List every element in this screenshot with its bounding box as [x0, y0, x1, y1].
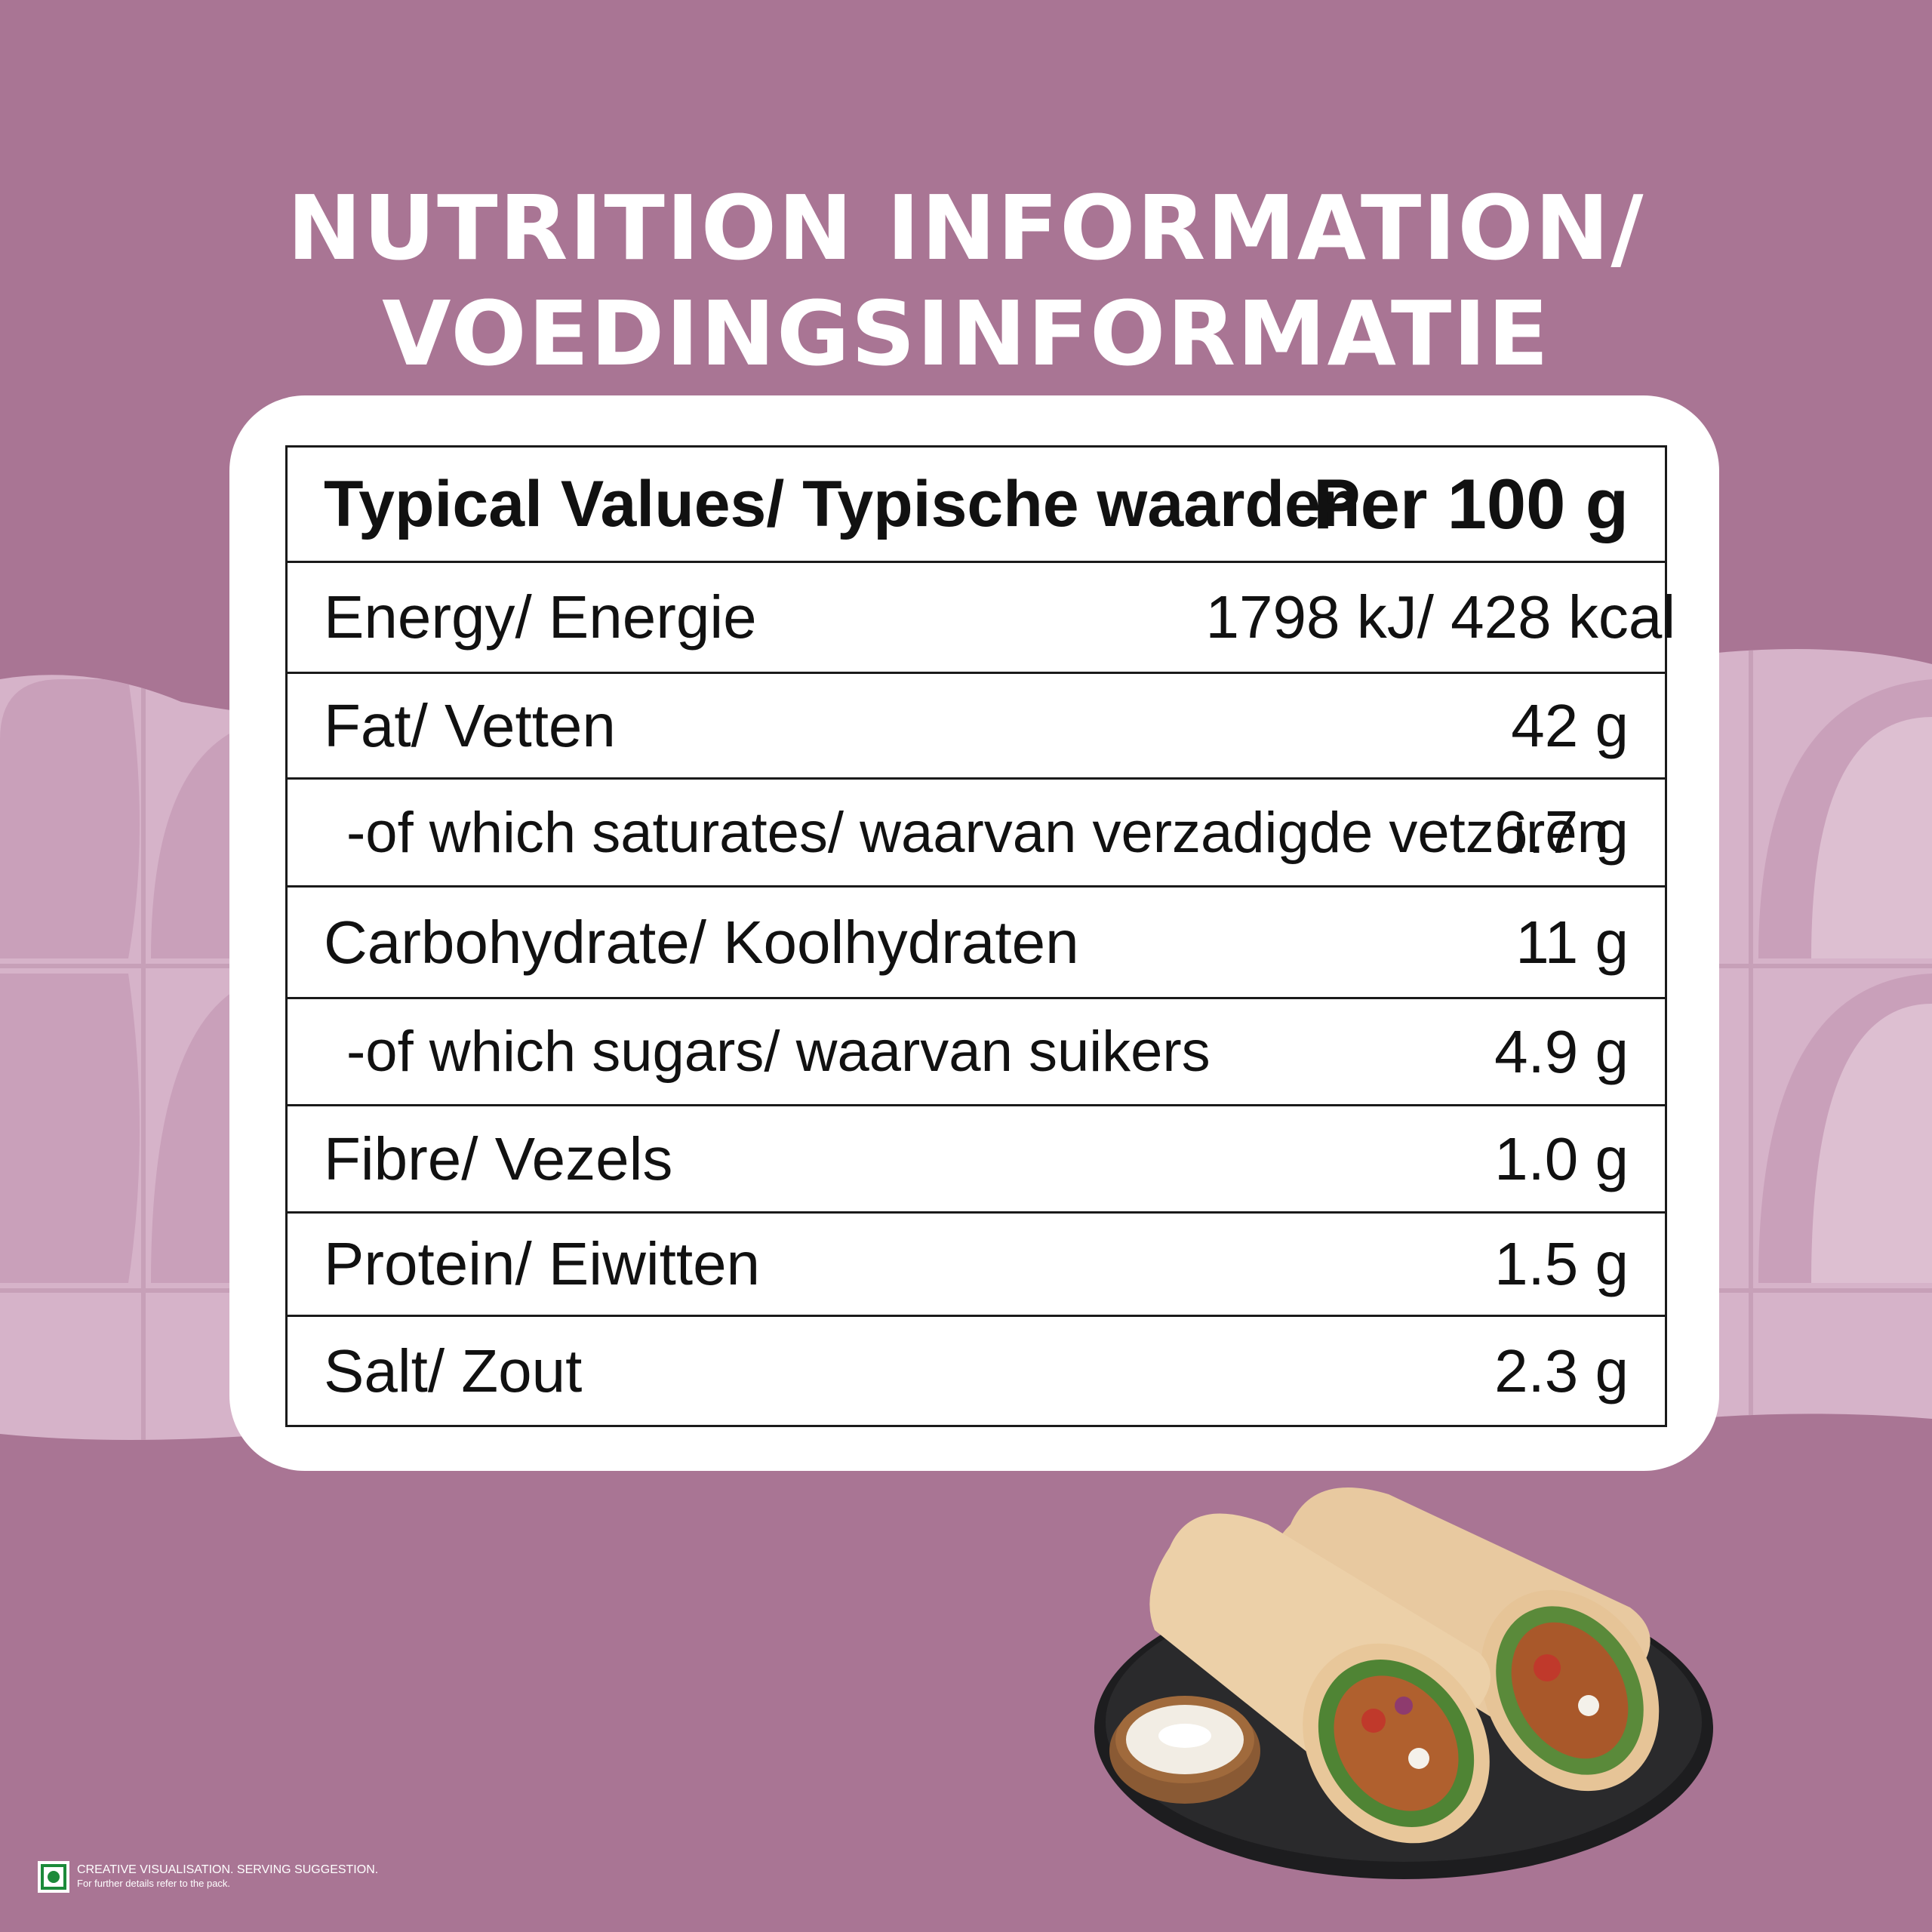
wrap-back-icon [1270, 1487, 1660, 1792]
row-label: Fibre/ Vezels [285, 1104, 1170, 1214]
footnote-line-2: For further details refer to the pack. [77, 1878, 231, 1889]
footnote: CREATIVE VISUALISATION. SERVING SUGGESTI… [38, 1861, 378, 1893]
table-row-fibre: Fibre/ Vezels 1.0 g [285, 1104, 1667, 1214]
title-line-english: NUTRITION INFORMATION/ [287, 176, 1645, 280]
table-row-salt: Salt/ Zout 2.3 g [285, 1315, 1667, 1427]
row-value: 1798 kJ/ 428 kcal [1169, 561, 1675, 674]
table-row-fat: Fat/ Vetten 42 g [285, 672, 1667, 780]
wrap-front-icon [1149, 1513, 1491, 1844]
row-label: Protein/ Eiwitten [285, 1211, 1170, 1317]
table-row-saturates: -of which saturates/ waarvan verzadigde … [285, 777, 1667, 888]
row-value: 1.5 g [1169, 1211, 1667, 1317]
row-value: 6.7 g [1169, 777, 1667, 888]
table-header-row: Typical Values/ Typische waarden Per 100… [285, 445, 1667, 563]
row-value: 2.3 g [1169, 1315, 1667, 1427]
veg-mark-icon [38, 1861, 69, 1893]
row-label: Energy/ Energie [285, 561, 1170, 674]
nutrition-table: Typical Values/ Typische waarden Per 100… [285, 445, 1675, 1427]
page-title: NUTRITION INFORMATION/ VOEDINGSINFORMATI… [0, 175, 1932, 386]
footnote-text: CREATIVE VISUALISATION. SERVING SUGGESTI… [77, 1863, 378, 1890]
header-value: Per 100 g [1169, 445, 1667, 563]
row-label: Carbohydrate/ Koolhydraten [285, 885, 1170, 999]
row-value: 11 g [1169, 885, 1667, 999]
table-row-carbohydrate: Carbohydrate/ Koolhydraten 11 g [285, 885, 1667, 999]
sauce-bowl-icon [1109, 1696, 1260, 1804]
table-row-sugars: -of which sugars/ waarvan suikers 4.9 g [285, 997, 1667, 1106]
header-label: Typical Values/ Typische waarden [285, 445, 1360, 563]
row-label: Fat/ Vetten [285, 672, 1170, 780]
table-row-energy: Energy/ Energie 1798 kJ/ 428 kcal [285, 561, 1675, 674]
row-value: 42 g [1169, 672, 1667, 780]
footnote-line-1: CREATIVE VISUALISATION. SERVING SUGGESTI… [77, 1863, 379, 1876]
row-label: Salt/ Zout [285, 1315, 1170, 1427]
wrap-plate-image [1094, 1487, 1713, 1879]
title-line-dutch: VOEDINGSINFORMATIE [382, 281, 1550, 386]
row-label: -of which saturates/ waarvan verzadigde … [285, 777, 1609, 888]
row-label: -of which sugars/ waarvan suikers [285, 997, 1211, 1106]
row-value: 1.0 g [1169, 1104, 1667, 1214]
row-value: 4.9 g [1169, 997, 1667, 1106]
table-row-protein: Protein/ Eiwitten 1.5 g [285, 1211, 1667, 1317]
